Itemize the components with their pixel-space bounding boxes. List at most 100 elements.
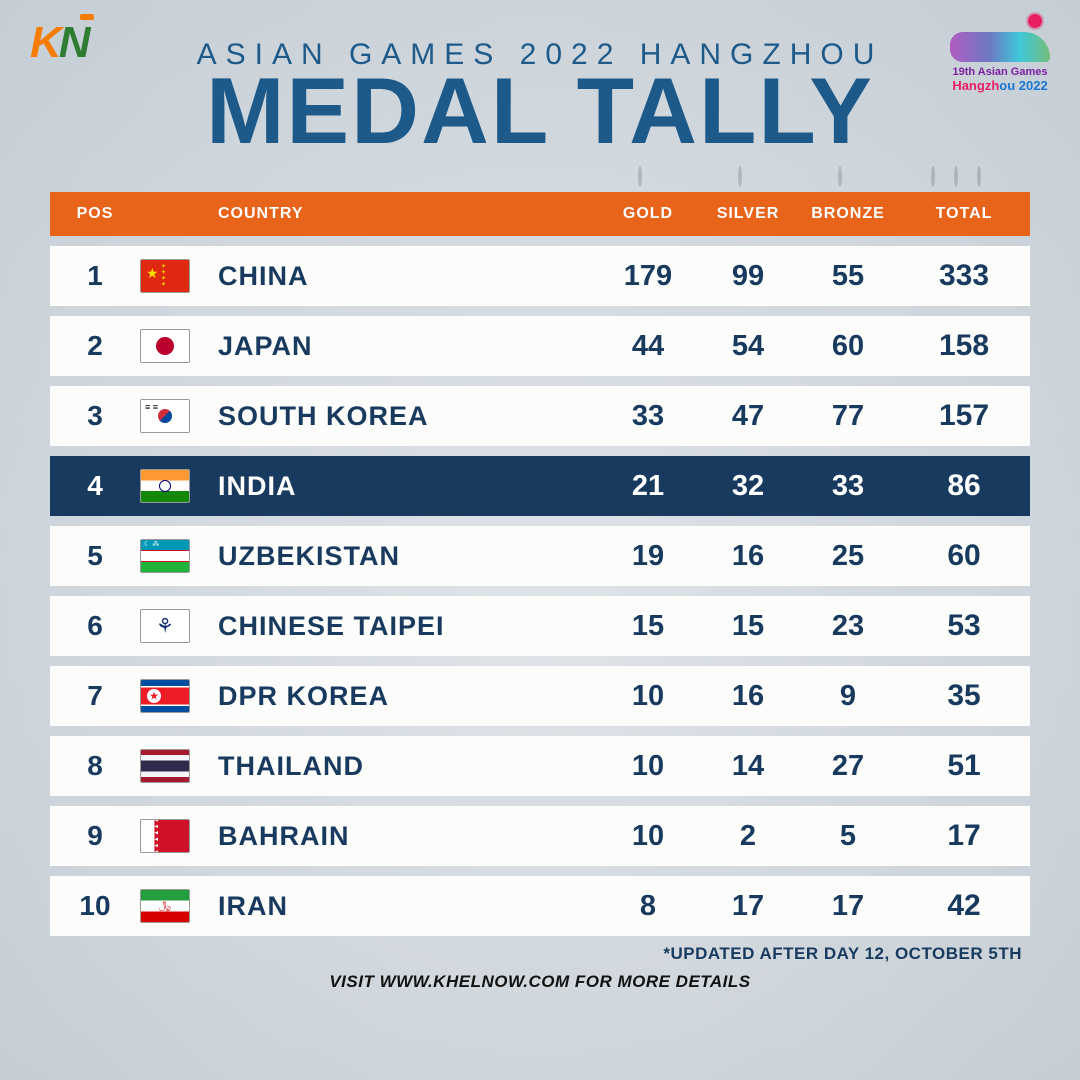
cell-country: INDIA [210,471,598,502]
cell-gold: 10 [598,820,698,853]
table-row: 2 JAPAN445460158 [50,316,1030,376]
cell-pos: 8 [50,750,140,782]
flag-icon [140,399,190,433]
cell-bronze: 77 [798,400,898,433]
cell-pos: 10 [50,890,140,922]
header-total: TOTAL [898,205,1030,223]
footer-cta: VISIT WWW.KHELNOW.COM FOR MORE DETAILS [50,972,1030,992]
cell-bronze: 60 [798,330,898,363]
table-row: 6CHINESE TAIPEI15152353 [50,596,1030,656]
cell-gold: 8 [598,890,698,923]
cell-country: CHINESE TAIPEI [210,611,598,642]
table-row: 10IRAN8171742 [50,876,1030,936]
flag-icon [140,469,190,503]
cell-bronze: 17 [798,890,898,923]
flag-icon [140,539,190,573]
cell-gold: 44 [598,330,698,363]
header-bronze: BRONZE [798,205,898,223]
cell-country: THAILAND [210,751,598,782]
update-note: *UPDATED AFTER DAY 12, OCTOBER 5TH [50,944,1030,964]
cell-gold: 19 [598,540,698,573]
table-row: 3 SOUTH KOREA334777157 [50,386,1030,446]
cell-pos: 9 [50,820,140,852]
cell-silver: 14 [698,750,798,783]
header-pos: POS [50,205,140,223]
cell-silver: 47 [698,400,798,433]
flag-icon [140,609,190,643]
flag-icon [140,889,190,923]
cell-bronze: 5 [798,820,898,853]
cell-silver: 32 [698,470,798,503]
bronze-medal-icon [825,168,855,186]
cell-pos: 4 [50,470,140,502]
cell-silver: 99 [698,260,798,293]
table-header: POS COUNTRY GOLD SILVER BRONZE TOTAL [50,192,1030,236]
medal-icons-row [50,168,1022,186]
gold-medal-icon [625,168,655,186]
cell-total: 86 [898,469,1030,503]
page-title: MEDAL TALLY [50,64,1030,158]
cell-silver: 54 [698,330,798,363]
cell-bronze: 23 [798,610,898,643]
source-logo: KN [30,18,88,68]
cell-silver: 16 [698,680,798,713]
cell-country: DPR KOREA [210,681,598,712]
table-row: 4 INDIA21323386 [50,456,1030,516]
flag-icon [140,329,190,363]
cell-gold: 10 [598,750,698,783]
flag-icon [140,679,190,713]
cell-gold: 21 [598,470,698,503]
cell-total: 35 [898,679,1030,713]
header-silver: SILVER [698,205,798,223]
event-logo: 19th Asian Games Hangzhou 2022 [950,14,1050,93]
cell-pos: 1 [50,260,140,292]
cell-country: BAHRAIN [210,821,598,852]
cell-total: 53 [898,609,1030,643]
cell-gold: 33 [598,400,698,433]
table-row: 8 THAILAND10142751 [50,736,1030,796]
cell-silver: 15 [698,610,798,643]
flag-icon [140,749,190,783]
cell-bronze: 33 [798,470,898,503]
cell-total: 333 [898,259,1030,293]
cell-bronze: 25 [798,540,898,573]
cell-country: SOUTH KOREA [210,401,598,432]
total-silver-icon [922,168,944,186]
cell-pos: 6 [50,610,140,642]
cell-country: JAPAN [210,331,598,362]
cell-country: IRAN [210,891,598,922]
cell-country: CHINA [210,261,598,292]
cell-silver: 17 [698,890,798,923]
total-gold-icon [945,168,967,186]
cell-pos: 3 [50,400,140,432]
cell-bronze: 9 [798,680,898,713]
medal-table: POS COUNTRY GOLD SILVER BRONZE TOTAL 1 CH… [50,192,1030,936]
cell-pos: 2 [50,330,140,362]
cell-total: 158 [898,329,1030,363]
header-gold: GOLD [598,205,698,223]
cell-pos: 7 [50,680,140,712]
cell-total: 157 [898,399,1030,433]
cell-total: 17 [898,819,1030,853]
table-row: 7 DPR KOREA1016935 [50,666,1030,726]
table-row: 1 CHINA1799955333 [50,246,1030,306]
event-logo-line1: 19th Asian Games [950,66,1050,78]
cell-bronze: 27 [798,750,898,783]
flag-icon [140,259,190,293]
cell-total: 51 [898,749,1030,783]
cell-country: UZBEKISTAN [210,541,598,572]
cell-pos: 5 [50,540,140,572]
cell-total: 42 [898,889,1030,923]
header-country: COUNTRY [210,205,598,223]
cell-silver: 2 [698,820,798,853]
table-row: 9 BAHRAIN102517 [50,806,1030,866]
cell-gold: 179 [598,260,698,293]
table-row: 5 UZBEKISTAN19162560 [50,526,1030,586]
cell-gold: 15 [598,610,698,643]
total-bronze-icon [968,168,990,186]
cell-silver: 16 [698,540,798,573]
cell-bronze: 55 [798,260,898,293]
silver-medal-icon [725,168,755,186]
cell-total: 60 [898,539,1030,573]
cell-gold: 10 [598,680,698,713]
